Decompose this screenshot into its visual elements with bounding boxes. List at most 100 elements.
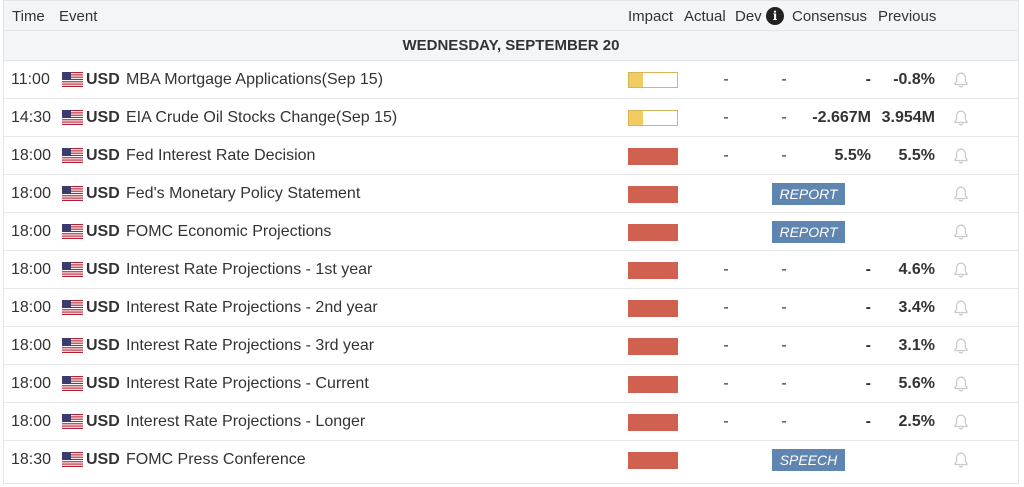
us-flag-icon [62, 110, 83, 125]
event-previous: 3.4% [898, 299, 935, 316]
bell-icon[interactable] [952, 299, 970, 317]
event-time: 18:00 [11, 299, 52, 316]
speech-badge[interactable]: SPEECH [772, 449, 845, 471]
event-name[interactable]: Fed Interest Rate Decision [126, 147, 316, 164]
us-flag-icon [62, 452, 83, 467]
us-flag-icon [62, 300, 83, 315]
table-header: Time Event Impact Actual Dev i Consensus… [4, 1, 1018, 31]
us-flag-icon [62, 414, 83, 429]
impact-indicator-high [628, 452, 678, 469]
us-flag-icon [62, 148, 83, 163]
event-name[interactable]: Interest Rate Projections - Longer [126, 413, 366, 430]
event-actual: - [723, 147, 729, 164]
impact-indicator-high [628, 186, 678, 203]
us-flag-icon [62, 72, 83, 87]
event-dev: - [781, 413, 787, 430]
table-row[interactable]: 18:00 USD Fed Interest Rate Decision - -… [4, 137, 1018, 175]
event-time: 11:00 [11, 71, 50, 88]
event-actual: - [723, 337, 729, 354]
table-row[interactable]: 11:00 USD MBA Mortgage Applications(Sep … [4, 61, 1018, 99]
event-dev: - [781, 71, 787, 88]
event-time: 18:00 [11, 223, 52, 240]
event-name[interactable]: Interest Rate Projections - Current [126, 375, 369, 392]
impact-indicator-high [628, 414, 678, 431]
event-currency: USD [86, 337, 120, 354]
bell-icon[interactable] [952, 375, 970, 393]
event-currency: USD [86, 413, 120, 430]
event-actual: - [723, 299, 729, 316]
bell-icon[interactable] [952, 71, 970, 89]
report-badge[interactable]: REPORT [772, 183, 845, 205]
bell-icon[interactable] [952, 451, 970, 469]
event-time: 18:00 [11, 375, 52, 392]
report-badge[interactable]: REPORT [772, 221, 845, 243]
info-icon[interactable]: i [766, 7, 784, 25]
column-header-previous[interactable]: Previous [878, 8, 937, 25]
column-header-actual[interactable]: Actual [684, 8, 726, 25]
event-name[interactable]: Fed's Monetary Policy Statement [126, 185, 361, 202]
table-row[interactable]: 18:00 USD Interest Rate Projections - 2n… [4, 289, 1018, 327]
us-flag-icon [62, 224, 83, 239]
event-time: 18:30 [11, 451, 52, 468]
event-name[interactable]: FOMC Economic Projections [126, 223, 332, 240]
event-currency: USD [86, 375, 120, 392]
event-currency: USD [86, 451, 120, 468]
event-name[interactable]: Interest Rate Projections - 2nd year [126, 299, 378, 316]
event-dev: - [781, 337, 787, 354]
event-consensus: 5.5% [834, 147, 871, 164]
event-name[interactable]: EIA Crude Oil Stocks Change(Sep 15) [126, 109, 398, 126]
table-row[interactable]: 18:00 USD Interest Rate Projections - Lo… [4, 403, 1018, 441]
column-header-impact[interactable]: Impact [628, 8, 674, 25]
bell-icon[interactable] [952, 413, 970, 431]
event-currency: USD [86, 109, 120, 126]
event-dev: - [781, 109, 787, 126]
event-currency: USD [86, 261, 120, 278]
table-row[interactable]: 18:30 USD FOMC Press Conference SPEECH [4, 441, 1018, 479]
column-header-dev[interactable]: Dev [735, 8, 762, 25]
event-name[interactable]: FOMC Press Conference [126, 451, 306, 468]
event-currency: USD [86, 185, 120, 202]
bell-icon[interactable] [952, 185, 970, 203]
impact-indicator-low [628, 110, 678, 126]
impact-indicator-high [628, 376, 678, 393]
impact-indicator-high [628, 224, 678, 241]
column-header-time[interactable]: Time [12, 8, 45, 25]
event-previous: 5.6% [898, 375, 935, 392]
table-row[interactable]: 18:00 USD Interest Rate Projections - 3r… [4, 327, 1018, 365]
bell-icon[interactable] [952, 261, 970, 279]
us-flag-icon [62, 376, 83, 391]
event-previous: 3.954M [881, 109, 935, 126]
event-previous: 3.1% [898, 337, 935, 354]
event-time: 18:00 [11, 185, 52, 202]
table-row[interactable]: 14:30 USD EIA Crude Oil Stocks Change(Se… [4, 99, 1018, 137]
table-row[interactable]: 18:00 USD Interest Rate Projections - 1s… [4, 251, 1018, 289]
event-actual: - [723, 413, 729, 430]
event-name[interactable]: MBA Mortgage Applications(Sep 15) [126, 71, 384, 88]
table-row[interactable]: 18:00 USD Fed's Monetary Policy Statemen… [4, 175, 1018, 213]
impact-indicator-low [628, 72, 678, 88]
us-flag-icon [62, 338, 83, 353]
column-header-event[interactable]: Event [59, 8, 98, 25]
event-time: 14:30 [11, 109, 52, 126]
event-previous: 4.6% [898, 261, 935, 278]
bell-icon[interactable] [952, 109, 970, 127]
bell-icon[interactable] [952, 223, 970, 241]
event-actual: - [723, 375, 729, 392]
event-consensus: - [865, 261, 871, 278]
event-name[interactable]: Interest Rate Projections - 3rd year [126, 337, 375, 354]
table-row[interactable]: 18:00 USD Interest Rate Projections - Cu… [4, 365, 1018, 403]
event-list: 11:00 USD MBA Mortgage Applications(Sep … [4, 61, 1018, 479]
bell-icon[interactable] [952, 147, 970, 165]
impact-fill [629, 111, 643, 125]
event-currency: USD [86, 71, 120, 88]
event-currency: USD [86, 223, 120, 240]
table-row[interactable]: 18:00 USD FOMC Economic Projections REPO… [4, 213, 1018, 251]
event-name[interactable]: Interest Rate Projections - 1st year [126, 261, 373, 278]
bell-icon[interactable] [952, 337, 970, 355]
event-actual: - [723, 71, 729, 88]
us-flag-icon [62, 186, 83, 201]
event-consensus: - [865, 375, 871, 392]
column-header-consensus[interactable]: Consensus [792, 8, 868, 25]
event-dev: - [781, 261, 787, 278]
event-dev: - [781, 147, 787, 164]
